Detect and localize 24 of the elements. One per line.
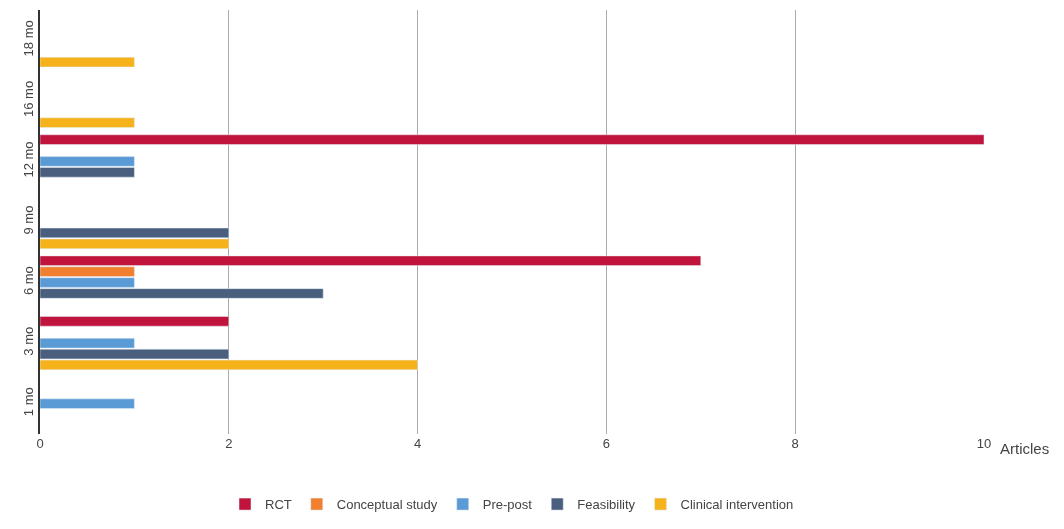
bar: [40, 134, 984, 145]
bar: [40, 398, 135, 409]
y-tick-label: 16 mo: [20, 80, 36, 117]
legend-label: Feasibility: [577, 497, 636, 513]
y-tick-label: 9 mo: [20, 205, 36, 235]
legend-label: Conceptual study: [336, 497, 438, 513]
bar: [40, 117, 135, 128]
y-tick-label: 12 mo: [20, 141, 36, 178]
x-tick-label: 10: [976, 436, 992, 451]
x-tick-label: 2: [225, 436, 233, 451]
legend-label: Clinical intervention: [680, 497, 794, 513]
bar: [40, 57, 135, 68]
legend-label: RCT: [265, 497, 292, 513]
y-tick-label: 3 mo: [20, 326, 36, 356]
bar: [40, 316, 230, 327]
legend-label: Pre-post: [482, 497, 533, 513]
x-tick-label: 0: [36, 436, 44, 451]
x-axis-title: Articles: [1000, 440, 1050, 457]
x-tick-label: 6: [602, 436, 611, 451]
x-tick-label: 8: [791, 436, 799, 451]
y-tick-label: 6 mo: [20, 266, 36, 296]
y-tick-label: 18 mo: [20, 20, 36, 57]
x-tick-label: 4: [413, 436, 422, 451]
y-tick-label: 1 mo: [20, 387, 36, 417]
